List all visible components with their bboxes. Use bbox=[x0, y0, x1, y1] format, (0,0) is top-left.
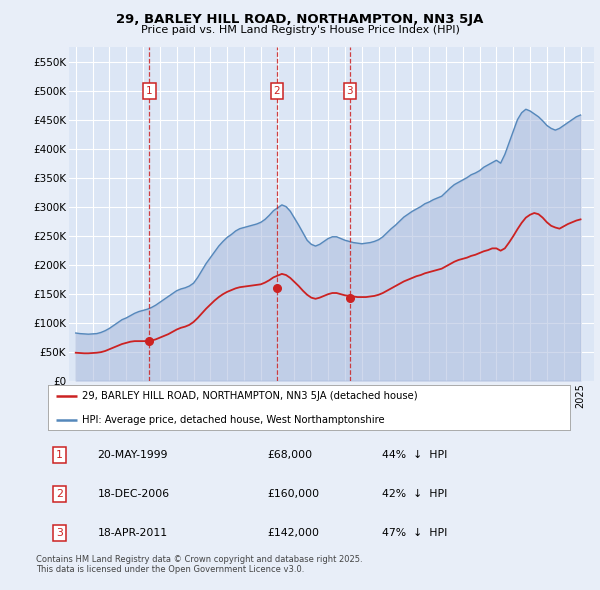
Text: 47%  ↓  HPI: 47% ↓ HPI bbox=[382, 528, 448, 537]
Text: 29, BARLEY HILL ROAD, NORTHAMPTON, NN3 5JA (detached house): 29, BARLEY HILL ROAD, NORTHAMPTON, NN3 5… bbox=[82, 391, 418, 401]
Text: HPI: Average price, detached house, West Northamptonshire: HPI: Average price, detached house, West… bbox=[82, 415, 385, 425]
Text: 20-MAY-1999: 20-MAY-1999 bbox=[98, 450, 168, 460]
Text: 42%  ↓  HPI: 42% ↓ HPI bbox=[382, 489, 448, 499]
Text: 2: 2 bbox=[274, 86, 280, 96]
Text: Price paid vs. HM Land Registry's House Price Index (HPI): Price paid vs. HM Land Registry's House … bbox=[140, 25, 460, 35]
Text: £142,000: £142,000 bbox=[267, 528, 319, 537]
Text: £160,000: £160,000 bbox=[267, 489, 319, 499]
Text: 18-APR-2011: 18-APR-2011 bbox=[98, 528, 168, 537]
Text: 44%  ↓  HPI: 44% ↓ HPI bbox=[382, 450, 448, 460]
Text: 1: 1 bbox=[56, 450, 63, 460]
Text: Contains HM Land Registry data © Crown copyright and database right 2025.
This d: Contains HM Land Registry data © Crown c… bbox=[36, 555, 362, 574]
Text: 3: 3 bbox=[56, 528, 63, 537]
Text: 1: 1 bbox=[146, 86, 153, 96]
Text: 18-DEC-2006: 18-DEC-2006 bbox=[98, 489, 170, 499]
Text: £68,000: £68,000 bbox=[267, 450, 313, 460]
Text: 2: 2 bbox=[56, 489, 63, 499]
Text: 29, BARLEY HILL ROAD, NORTHAMPTON, NN3 5JA: 29, BARLEY HILL ROAD, NORTHAMPTON, NN3 5… bbox=[116, 13, 484, 26]
Text: 3: 3 bbox=[347, 86, 353, 96]
